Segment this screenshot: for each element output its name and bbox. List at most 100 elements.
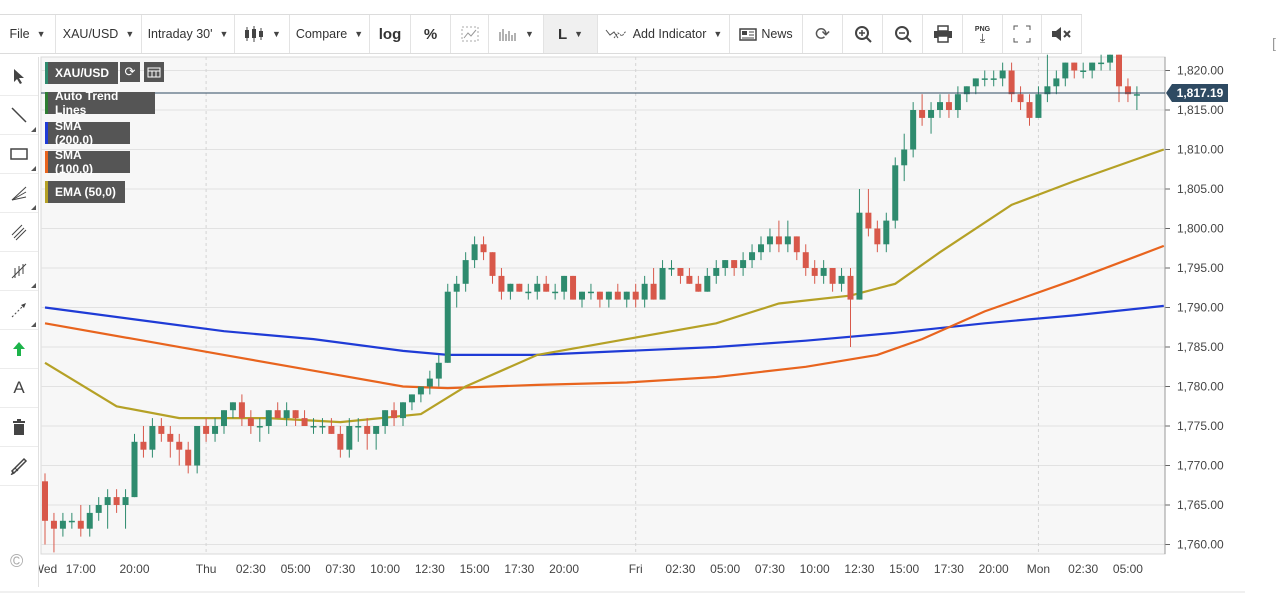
legend-symbol[interactable]: XAU/USD bbox=[45, 62, 118, 84]
png-export-button[interactable]: PNG ⤓ bbox=[963, 15, 1003, 53]
zoom-out-icon bbox=[894, 26, 912, 43]
candle-body bbox=[59, 520, 66, 529]
drawing-tools-sidebar: A bbox=[0, 57, 39, 587]
candle-body bbox=[480, 244, 487, 253]
fullscreen-button[interactable] bbox=[1003, 15, 1042, 53]
candle-body bbox=[158, 426, 165, 434]
x-tick-label: 20:00 bbox=[979, 562, 1009, 576]
candle-body bbox=[766, 236, 773, 245]
interval-selector[interactable]: Intraday 30' ▼ bbox=[142, 15, 235, 53]
candle-body bbox=[579, 291, 585, 300]
legend-item-sma-100[interactable]: SMA (100,0) bbox=[45, 148, 130, 176]
text-tool[interactable]: A bbox=[0, 369, 38, 408]
reload-icon[interactable]: ⟳ bbox=[120, 62, 140, 82]
log-scale-button[interactable]: log bbox=[370, 15, 411, 53]
candle-body bbox=[86, 512, 93, 529]
candle-body bbox=[802, 252, 809, 268]
candle-body bbox=[346, 426, 353, 450]
candle-body bbox=[668, 268, 675, 270]
legend-item-auto-trend-lines[interactable]: Auto Trend Lines bbox=[45, 89, 155, 117]
refresh-button[interactable]: ⟳ bbox=[803, 15, 843, 53]
mute-button[interactable] bbox=[1042, 15, 1082, 53]
file-menu[interactable]: File ▼ bbox=[0, 15, 56, 53]
rectangle-tool[interactable] bbox=[0, 135, 38, 174]
y-tick-label: 1,770.00 bbox=[1177, 459, 1224, 473]
arrow-marker-tool[interactable] bbox=[0, 330, 38, 369]
candle-body bbox=[1035, 94, 1042, 118]
candle-body bbox=[561, 275, 568, 292]
line-tool[interactable] bbox=[0, 96, 38, 135]
pitchfork-tool[interactable] bbox=[0, 252, 38, 291]
zoom-in-button[interactable] bbox=[843, 15, 883, 53]
compare-menu[interactable]: Compare ▼ bbox=[290, 15, 370, 53]
settings-list-icon[interactable] bbox=[144, 62, 164, 82]
news-button[interactable]: News bbox=[730, 15, 803, 53]
candle-body bbox=[1107, 54, 1114, 63]
text-icon: A bbox=[13, 378, 25, 397]
x-tick-label: 07:30 bbox=[755, 562, 785, 576]
add-indicator-button[interactable]: Add Indicator ▼ bbox=[598, 15, 730, 53]
print-button[interactable] bbox=[923, 15, 963, 53]
channel-tool[interactable] bbox=[0, 213, 38, 252]
candle-body bbox=[113, 497, 120, 505]
png-label: PNG bbox=[974, 25, 991, 33]
y-axis: 1,760.00 1,765.00 1,770.00 1,775.00 1,780.00… bbox=[1164, 57, 1224, 554]
add-indicator-label: Add Indicator bbox=[632, 27, 707, 41]
volume-button[interactable]: ▼ bbox=[489, 15, 544, 53]
legend-item-sma-200[interactable]: SMA (200,0) bbox=[45, 119, 130, 147]
zoom-in-icon bbox=[854, 26, 872, 43]
candle-body bbox=[543, 283, 550, 292]
compare-label: Compare bbox=[295, 27, 348, 41]
candle-body bbox=[659, 268, 666, 300]
candle-body bbox=[928, 110, 935, 118]
percent-label: % bbox=[423, 25, 438, 43]
legend-item-ema-50[interactable]: EMA (50,0) bbox=[45, 181, 125, 203]
y-tick-label: 1,780.00 bbox=[1177, 380, 1224, 394]
candle-body bbox=[301, 418, 308, 426]
fan-tool[interactable] bbox=[0, 174, 38, 213]
candle-body bbox=[364, 426, 371, 434]
x-tick-label: Mon bbox=[1027, 562, 1050, 576]
candle-body bbox=[319, 426, 326, 428]
legend-item-label: SMA (100,0) bbox=[55, 148, 94, 176]
line-tool-button[interactable]: L ▼ bbox=[544, 15, 598, 53]
ray-tool[interactable] bbox=[0, 291, 38, 330]
diagonal-line-icon bbox=[11, 107, 27, 123]
candle-body bbox=[194, 426, 201, 466]
candle-body bbox=[131, 441, 138, 498]
candle-body bbox=[444, 291, 451, 363]
candle-body bbox=[847, 275, 854, 300]
x-tick-label: 17:30 bbox=[934, 562, 964, 576]
line-tool-label: L bbox=[557, 25, 568, 43]
x-tick-label: Thu bbox=[196, 562, 217, 576]
candle-body bbox=[498, 275, 505, 292]
zoom-out-button[interactable] bbox=[883, 15, 923, 53]
y-tick-label: 1,810.00 bbox=[1177, 143, 1224, 157]
pointer-tool[interactable] bbox=[0, 57, 38, 96]
candle-body bbox=[999, 70, 1006, 79]
chevron-down-icon: ▼ bbox=[713, 29, 723, 39]
candle-body bbox=[686, 275, 693, 284]
x-tick-label: 02:30 bbox=[665, 562, 695, 576]
green-up-arrow-icon bbox=[13, 342, 25, 356]
delete-drawings-button[interactable] bbox=[0, 408, 38, 447]
candle-body bbox=[221, 410, 227, 426]
drawing-area-button[interactable] bbox=[451, 15, 489, 53]
candle-body bbox=[507, 283, 514, 292]
chart-type-button[interactable]: ▼ bbox=[235, 15, 290, 53]
symbol-selector[interactable]: XAU/USD ▼ bbox=[56, 15, 142, 53]
x-tick-label: 05:00 bbox=[281, 562, 311, 576]
candle-body bbox=[784, 236, 791, 245]
candle-body bbox=[981, 78, 988, 80]
candle-body bbox=[704, 275, 711, 292]
candle-body bbox=[42, 481, 48, 521]
candle-body bbox=[525, 291, 532, 294]
x-tick-label: 07:30 bbox=[325, 562, 355, 576]
x-tick-label: 02:30 bbox=[236, 562, 266, 576]
copyright-icon: © bbox=[10, 551, 24, 571]
candle-body bbox=[212, 426, 219, 434]
percent-scale-button[interactable]: % bbox=[411, 15, 451, 53]
edit-drawings-button[interactable] bbox=[0, 447, 38, 486]
candle-body bbox=[695, 283, 702, 292]
